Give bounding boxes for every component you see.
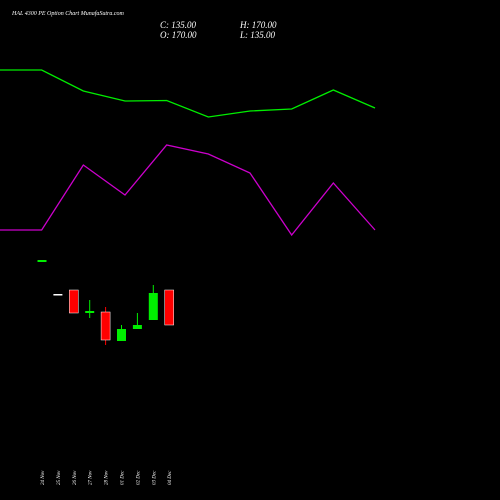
x-tick-label: 03 Dec bbox=[152, 470, 157, 485]
candle-body bbox=[37, 260, 47, 262]
candle-body bbox=[85, 311, 95, 313]
x-tick-label: 04 Dec bbox=[168, 470, 173, 485]
candle-body bbox=[53, 294, 63, 296]
low-label: L: 135.00 bbox=[239, 30, 276, 40]
x-tick-label: 27 Nov bbox=[89, 470, 94, 485]
indicator-line bbox=[0, 69, 376, 118]
chart-title: HAL 4300 PE Option Chart MunafaSutra.com bbox=[11, 10, 125, 17]
candle-body bbox=[117, 329, 126, 341]
x-tick-label: 02 Dec bbox=[136, 470, 141, 485]
x-tick-label: 28 Nov bbox=[105, 470, 110, 485]
candle-body bbox=[132, 325, 142, 329]
indicator-line bbox=[0, 144, 376, 237]
x-tick-label: 24 Nov bbox=[41, 470, 46, 485]
high-label: H: 170.00 bbox=[239, 20, 277, 30]
x-tick-label: 25 Nov bbox=[57, 470, 62, 485]
candle-body bbox=[69, 289, 79, 314]
x-tick-label: 01 Dec bbox=[121, 470, 126, 485]
open-label: O: 170.00 bbox=[160, 30, 197, 40]
candle-body bbox=[148, 293, 158, 320]
candle-body bbox=[100, 311, 111, 341]
x-tick-label: 26 Nov bbox=[73, 470, 78, 485]
close-label: C: 135.00 bbox=[160, 20, 197, 30]
candle-body bbox=[164, 289, 174, 326]
